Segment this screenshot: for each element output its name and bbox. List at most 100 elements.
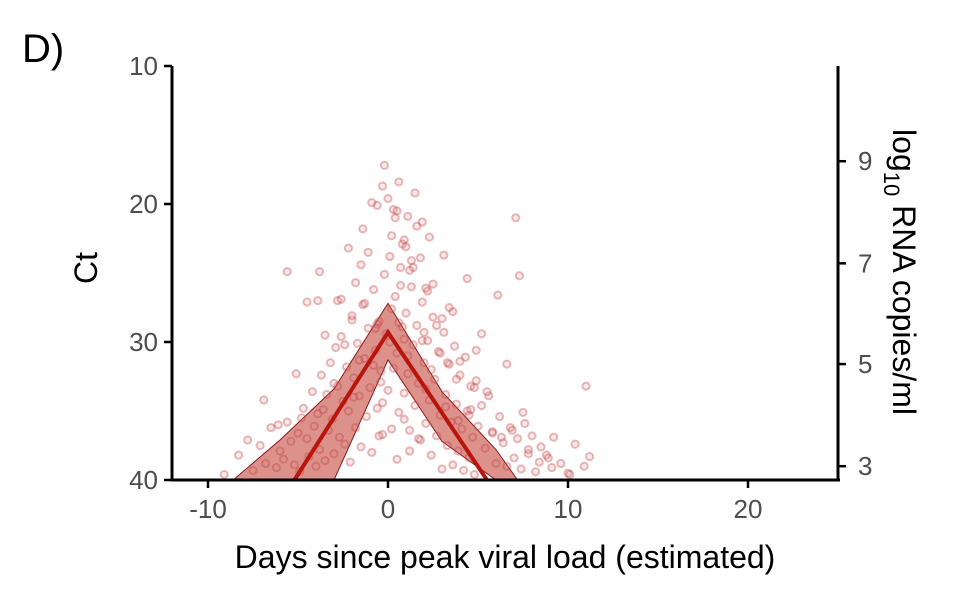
x-tick-label: 0 [381,494,395,524]
data-point [469,382,479,393]
data-point [379,160,389,170]
data-point [387,304,397,314]
data-point [345,457,355,467]
fit-line [292,328,489,482]
data-point [493,290,503,300]
data-point [451,399,461,409]
data-point [417,217,427,227]
data-point [315,267,325,277]
data-point [356,442,366,452]
data-point [396,262,406,273]
data-point [282,417,292,427]
data-point [255,440,265,451]
x-tick-label: 20 [734,494,763,524]
data-point [275,446,285,456]
data-point [367,198,377,208]
data-point [444,302,454,313]
data-point [439,327,449,337]
data-point [313,409,323,419]
data-point [329,449,339,459]
data-point [406,255,416,266]
data-point [234,450,244,460]
data-point [405,265,415,275]
data-point [585,451,595,462]
data-point [405,446,415,456]
data-point [383,385,393,395]
data-point [570,439,580,449]
data-point [405,425,415,435]
data-point [419,327,429,337]
data-point [394,177,404,187]
data-point [437,313,447,324]
data-point [563,468,573,478]
data-point [466,381,476,391]
data-point [329,378,339,388]
data-point [390,213,400,223]
data-point [354,391,364,401]
data-point [360,353,370,364]
data-point [453,416,463,426]
data-point [442,440,452,451]
data-point [417,336,427,346]
data-point [462,273,472,284]
data-point [369,360,379,371]
data-point [243,435,253,445]
data-point [378,398,388,408]
data-point [248,465,258,475]
data-point [392,454,402,464]
data-point [293,428,303,438]
data-point [549,432,559,442]
data-point [397,239,407,249]
data-point [340,439,350,449]
data-point [473,421,483,431]
data-point [579,461,589,471]
data-point [347,315,357,325]
data-point [419,358,429,368]
data-point [325,358,335,368]
data-point [331,342,341,353]
x-tick-label: 10 [554,494,583,524]
data-point [471,345,481,355]
data-point [408,262,418,273]
data-point [502,359,512,369]
data-point [471,376,481,386]
y2-axis-title-subscript: 10 [879,172,904,196]
data-point [311,461,321,471]
data-point [388,204,398,215]
data-point [340,340,350,350]
data-point [543,453,553,463]
data-point [547,462,557,473]
data-point [397,322,407,332]
data-point [480,443,490,453]
data-point [378,181,388,191]
data-point [372,200,382,210]
data-point [433,347,443,357]
data-point [322,389,332,400]
data-point [468,432,478,442]
data-point [426,365,436,375]
y2-axis-title-log: log [886,129,922,172]
data-point [297,413,307,423]
data-point [266,422,276,433]
y2-tick-label: 9 [858,146,872,176]
data-point [282,267,292,277]
data-point [401,308,411,318]
data-point [261,458,271,469]
x-axis-title: Days since peak viral load (estimated) [235,539,776,575]
data-point [376,377,386,387]
data-point [259,395,269,405]
y-axis-left-ticks: 10 20 30 40 [129,51,172,495]
data-point [333,296,343,306]
data-point [399,388,409,398]
data-point [343,406,353,416]
data-point [451,374,461,384]
data-point [406,282,416,292]
data-point [432,431,442,441]
data-point [399,235,409,245]
data-point [511,213,521,223]
data-point [435,348,445,358]
panel-label: D) [22,27,64,71]
y-axis-title: Ct [68,252,104,284]
data-point [410,188,420,198]
